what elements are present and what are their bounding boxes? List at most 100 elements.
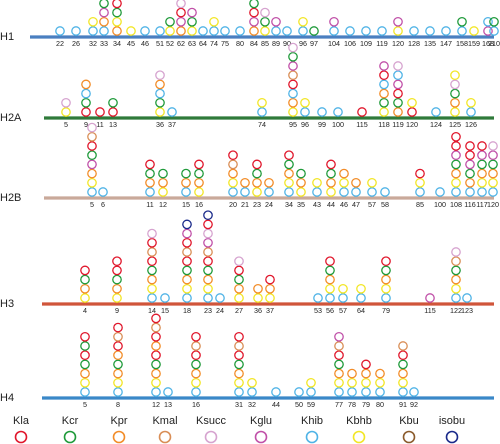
lysine-position-label: 124 [430,120,442,129]
lysine-position-label: 97 [310,39,318,48]
ptm-marker-kla [234,265,244,276]
lysine-position-label: 119 [392,120,403,129]
lysine-position-label: 126 [465,120,477,129]
ptm-marker-kla [357,107,367,117]
lysine-position-label: 53 [314,306,322,315]
lysine-position-label: 168 [482,39,494,48]
legend-marker-kbhb [352,430,366,444]
ptm-marker-khib [409,26,419,36]
ptm-marker-khib [465,187,475,197]
ptm-marker-kcr [381,265,391,276]
ptm-marker-ksucc [234,256,244,267]
lysine-position-label: 46 [141,39,149,48]
ptm-marker-kla [379,70,389,81]
ptm-marker-kla [151,313,161,324]
ptm-marker-kcr [155,97,165,108]
ptm-marker-kpr [393,107,403,117]
ptm-marker-kla [284,150,294,161]
ptm-marker-kpr [375,368,385,379]
ptm-marker-kpr [203,274,213,285]
ptm-marker-khib [288,88,298,99]
ptm-marker-kglu [187,7,197,18]
ptm-marker-kbhb [477,177,487,188]
ptm-marker-kla [80,350,90,361]
ptm-marker-kla [112,0,122,9]
ptm-marker-kpr [381,274,391,285]
ptm-marker-khib [147,293,157,303]
ptm-marker-khib [145,187,155,197]
ptm-marker-khib [441,26,451,36]
ptm-marker-kla [80,331,90,342]
lysine-position-label: 120 [487,200,499,209]
lysine-position-label: 90 [283,39,291,48]
ptm-marker-kla [203,256,213,267]
lysine-position-label: 24 [216,306,224,315]
ptm-marker-kpr [265,283,275,294]
ptm-marker-kbhb [407,97,417,108]
ptm-marker-khib [163,387,173,397]
ptm-marker-kcr [151,359,161,370]
lysine-position-label: 106 [344,39,356,48]
ptm-marker-kcr [488,159,498,170]
ptm-marker-khib [361,26,371,36]
ptm-marker-khib [88,26,98,36]
ptm-marker-kpr [379,88,389,99]
ptm-marker-kcr [234,274,244,285]
ptm-marker-kpr [87,168,97,179]
ptm-marker-kpr [176,26,186,36]
ptm-marker-kpr [81,79,91,90]
ptm-marker-kbhb [194,187,204,197]
ptm-marker-kbhb [379,107,389,117]
lysine-position-label: 56 [326,306,334,315]
lysine-position-label: 80 [236,39,244,48]
ptm-marker-kcr [450,88,460,99]
ptm-marker-kla [334,350,344,361]
ptm-marker-khib [181,187,191,197]
ptm-marker-kbhb [300,97,310,108]
ptm-marker-khib [457,26,467,36]
ptm-marker-kglu [329,16,339,27]
ptm-marker-kla [194,159,204,170]
lysine-position-label: 79 [362,400,370,409]
ptm-marker-khib [215,293,225,303]
legend: Kla Kcr Kpr Kmal Ksucc Kglu Khib Kbhb Kbu isobu [13,415,465,444]
ptm-marker-kcr [158,168,168,179]
ptm-marker-kpr [112,26,122,36]
legend-marker-ksucc [204,430,218,444]
ptm-marker-khib [477,187,487,197]
ptm-marker-kglu [477,150,487,161]
ptm-marker-khib [282,26,292,36]
lysine-position-label: 100 [332,120,344,129]
ptm-marker-kbhb [247,377,257,388]
ptm-marker-kbhb [306,377,316,388]
ptm-marker-kcr [457,16,467,27]
ptm-marker-kcr [194,168,204,179]
ptm-marker-khib [294,387,304,397]
ptm-marker-khib [240,187,250,197]
ptm-marker-ksucc [176,0,186,9]
ptm-marker-kbhb [284,177,294,188]
ptm-marker-kbhb [381,283,391,294]
ptm-marker-ksucc [61,97,71,108]
lysine-position-label: 120 [392,39,404,48]
ptm-marker-kmal [228,159,238,170]
lysine-position-label: 15 [182,200,190,209]
lysine-position-label: 80 [376,400,384,409]
ptm-marker-kpr [450,97,460,108]
lysine-position-label: 36 [254,306,262,315]
ptm-marker-khib [198,26,208,36]
ptm-marker-kbhb [191,377,201,388]
ptm-marker-kpr [252,177,262,188]
histone-track-h3: H3 4 9 14 15 18 23 24 27 36 37 53 56 57 64 79 115 122 123 [0,210,494,315]
ptm-marker-khib [367,187,377,197]
lysine-position-label: 13 [109,120,117,129]
ptm-marker-khib [313,293,323,303]
ptm-marker-khib [334,387,344,397]
ptm-marker-kglu [334,331,344,342]
lysine-position-label: 116 [464,200,475,209]
ptm-marker-ksucc [155,70,165,81]
lysine-position-label: 125 [449,120,461,129]
lysine-position-label: 79 [382,306,390,315]
ptm-marker-kla [191,331,201,342]
ptm-marker-khib [140,26,150,36]
